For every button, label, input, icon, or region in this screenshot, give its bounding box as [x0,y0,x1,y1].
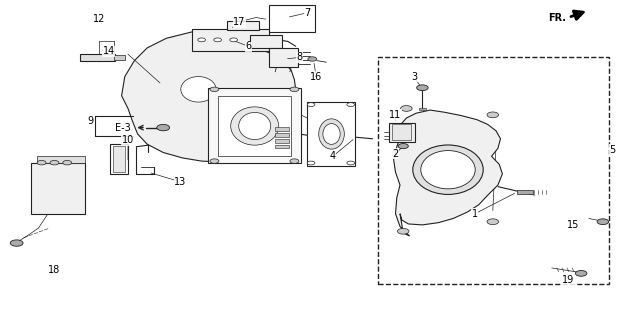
Circle shape [401,106,412,111]
Bar [218,96,291,156]
Circle shape [63,160,72,165]
Bar [114,55,125,60]
Text: 5: 5 [609,145,616,155]
Bar [31,163,85,214]
Circle shape [10,240,23,246]
Text: 13: 13 [174,177,187,187]
Text: 12: 12 [93,14,106,24]
Polygon shape [122,32,296,162]
Ellipse shape [323,124,340,145]
Text: 7: 7 [304,8,310,18]
Text: 1: 1 [472,209,478,219]
Circle shape [575,271,587,276]
Circle shape [597,219,609,225]
Text: 9: 9 [88,116,94,126]
Text: 2: 2 [392,149,399,159]
Circle shape [308,57,317,61]
Ellipse shape [319,119,344,149]
Text: 18: 18 [48,264,61,275]
Text: 10: 10 [122,135,134,145]
Bar [250,35,282,48]
Circle shape [210,159,219,163]
Bar [307,102,355,166]
Circle shape [290,87,299,92]
Circle shape [347,161,355,165]
Bar [419,108,426,110]
Circle shape [210,87,219,92]
Circle shape [37,160,46,165]
Ellipse shape [239,113,271,140]
Text: 16: 16 [310,71,323,82]
Bar [389,123,415,142]
Text: 11: 11 [389,110,402,120]
Circle shape [198,38,205,42]
Text: 4: 4 [330,151,336,161]
Bar [517,190,533,194]
Circle shape [290,159,299,163]
Bar [378,57,609,284]
Circle shape [487,112,499,118]
Bar [110,144,128,174]
Circle shape [487,219,499,225]
Text: E-3: E-3 [115,122,131,133]
Circle shape [398,144,408,149]
Text: 19: 19 [562,275,575,285]
Circle shape [214,38,221,42]
Circle shape [230,38,237,42]
Text: 8: 8 [296,52,303,63]
Bar [37,156,85,163]
Bar [227,21,259,30]
Polygon shape [394,110,502,236]
Circle shape [417,85,428,91]
Text: 6: 6 [245,41,252,51]
Text: 3: 3 [411,71,417,82]
Bar [275,139,289,143]
Circle shape [347,103,355,107]
Text: FR.: FR. [548,13,566,23]
Text: 17: 17 [233,17,246,27]
Bar [192,29,269,51]
Ellipse shape [231,107,279,145]
Text: 15: 15 [566,220,579,230]
Bar [80,54,115,61]
Bar [275,145,289,148]
Bar [275,133,289,137]
Bar [208,88,301,163]
Bar [269,48,298,67]
Ellipse shape [181,77,216,102]
Circle shape [307,161,315,165]
Ellipse shape [413,145,483,194]
Bar [392,124,411,140]
Circle shape [307,103,315,107]
Circle shape [157,124,170,131]
Bar [269,5,315,32]
Bar [113,146,125,172]
Circle shape [397,228,409,234]
Ellipse shape [421,151,475,189]
Bar [275,127,289,131]
Ellipse shape [212,109,236,127]
Text: 14: 14 [102,46,115,56]
Circle shape [50,160,59,165]
